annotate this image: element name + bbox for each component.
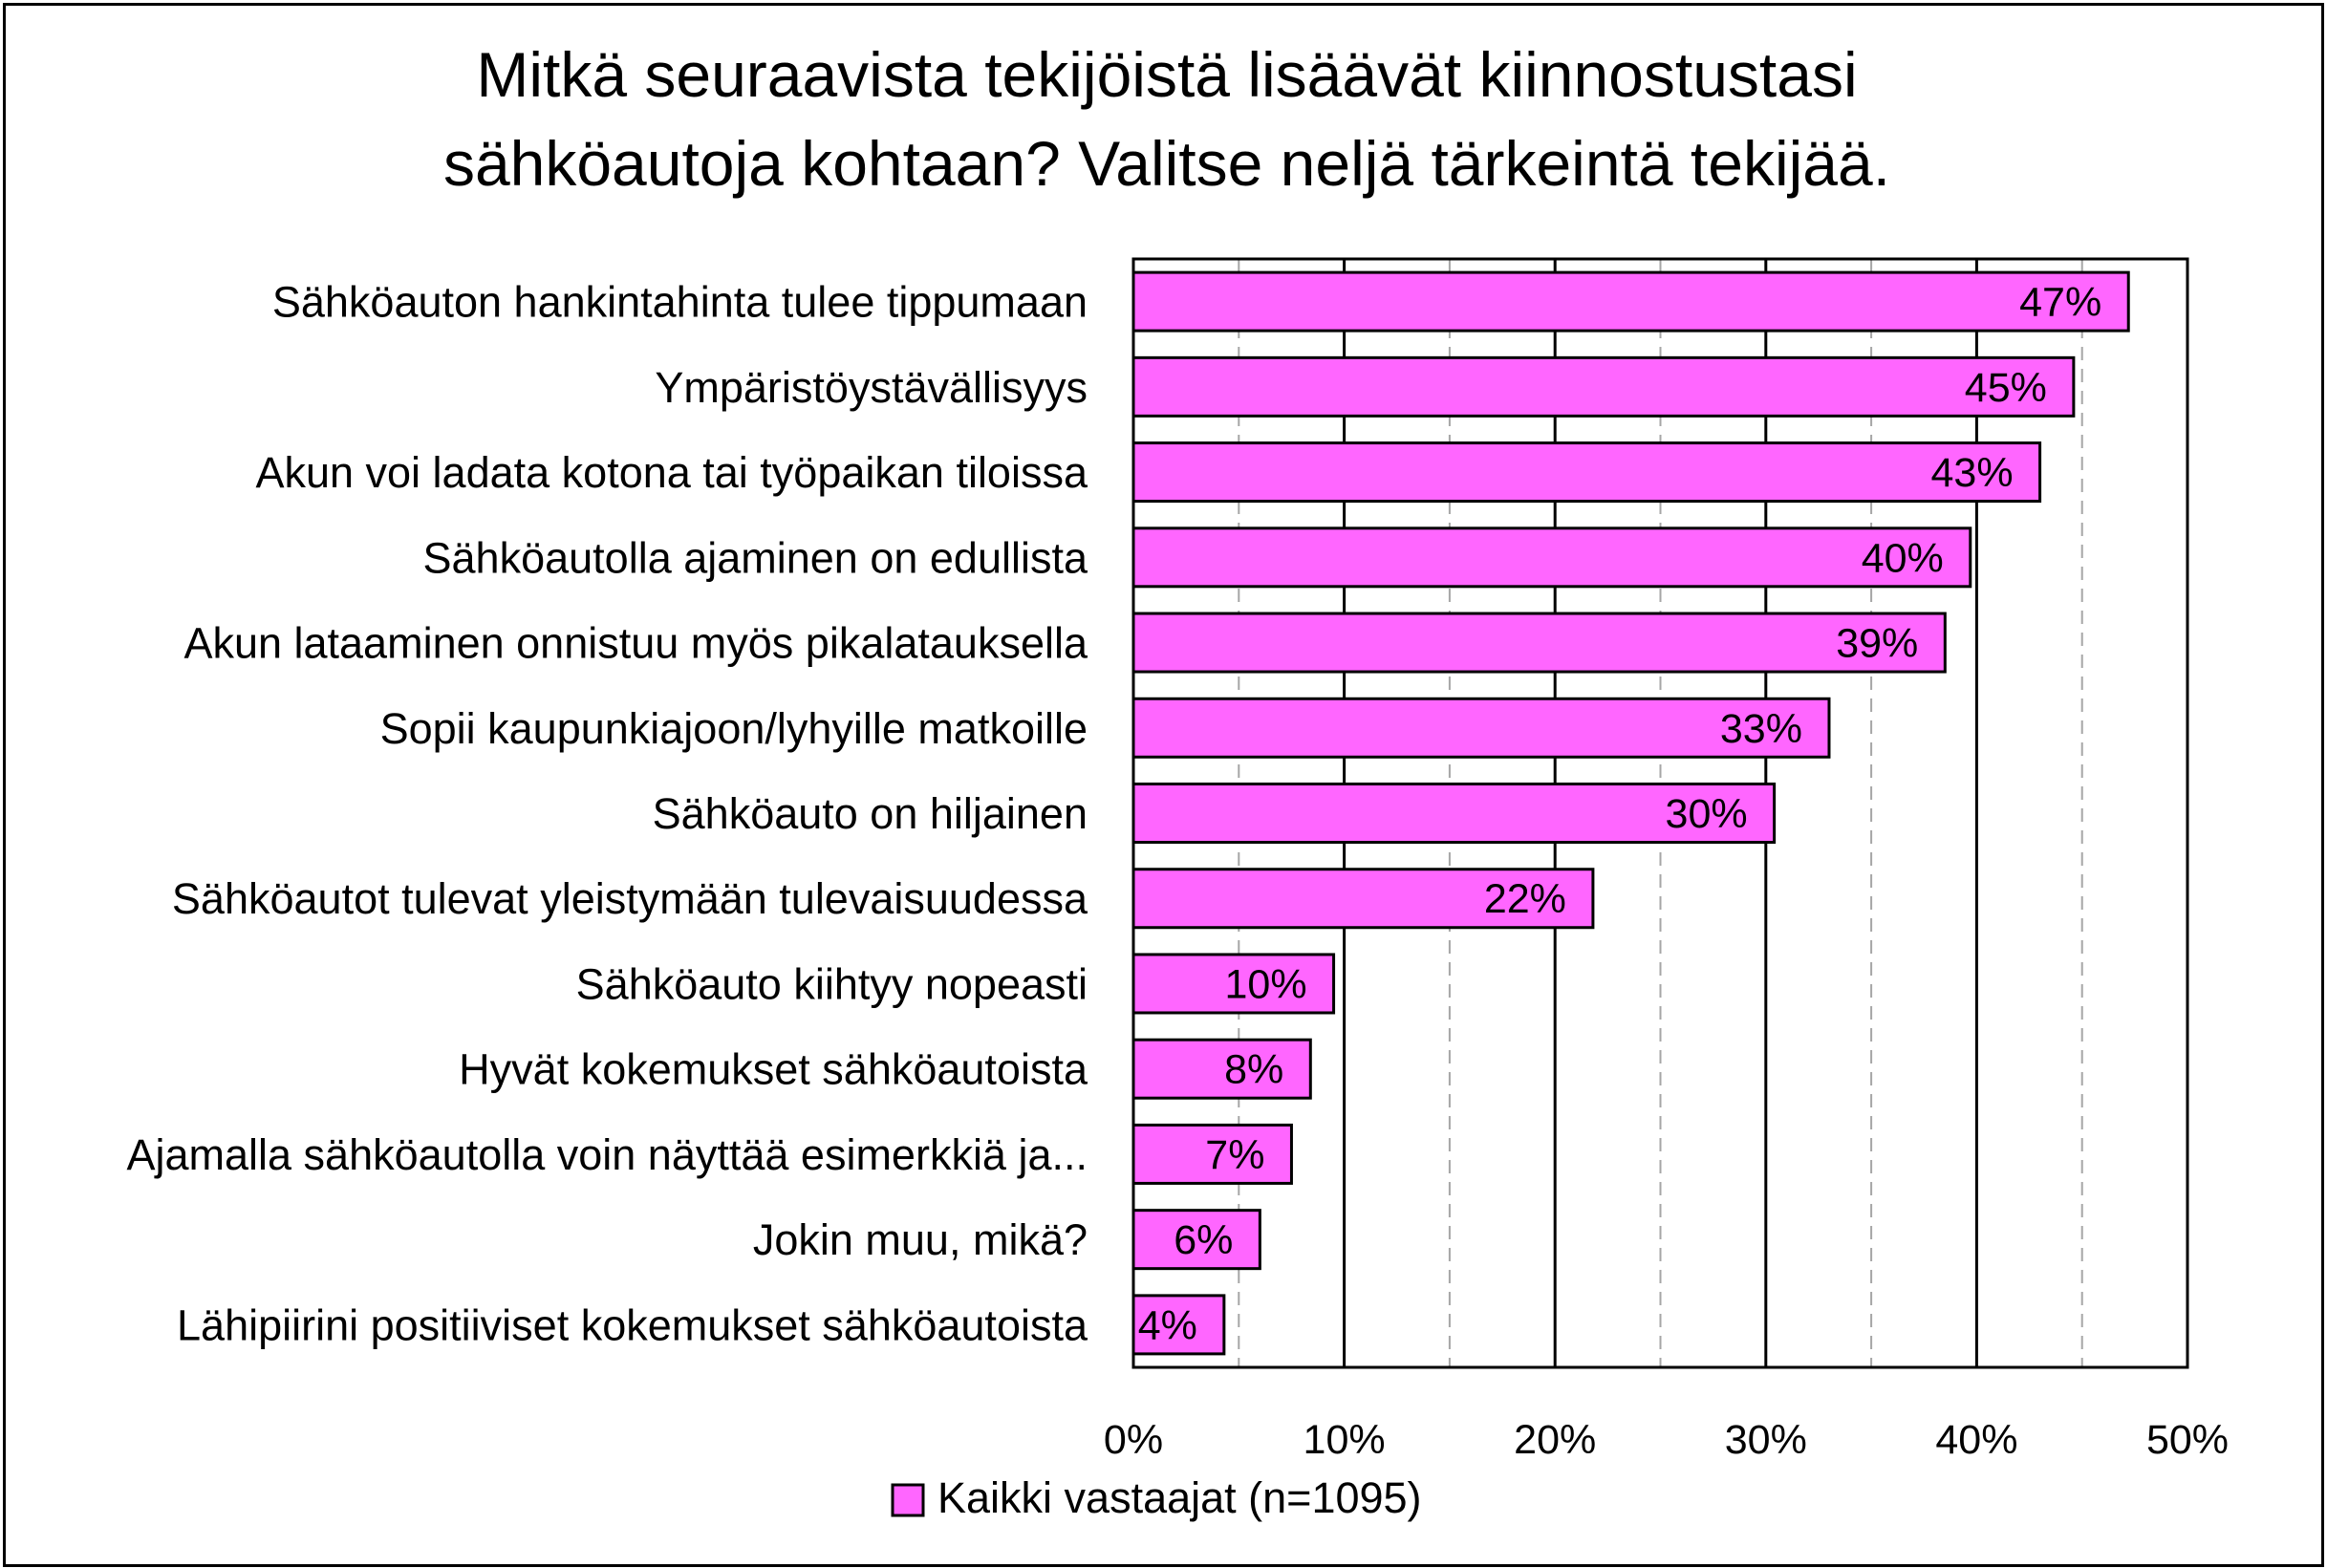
bar — [1131, 612, 1947, 674]
bar — [1131, 441, 2042, 504]
legend: Kaikki vastaajat (n=1095) — [891, 1473, 1422, 1522]
chart-title-line: Mitkä seuraavista tekijöistä lisäävät ki… — [476, 39, 1857, 110]
bar — [1131, 1123, 1293, 1185]
x-tick-label: 10% — [1304, 1417, 1386, 1463]
x-tick-label: 30% — [1725, 1417, 1807, 1463]
bar — [1131, 697, 1831, 759]
category-label: Ympäristöystävällisyys — [655, 363, 1088, 412]
bar — [1131, 270, 2130, 333]
category-labels: Sähköauton hankintahinta tulee tippumaan… — [126, 278, 1088, 1350]
data-label: 10% — [1224, 961, 1306, 1007]
legend-label: Kaikki vastaajat (n=1095) — [937, 1473, 1422, 1522]
legend-swatch — [891, 1483, 925, 1517]
data-label: 33% — [1720, 706, 1802, 752]
category-label: Ajamalla sähköautolla voin näyttää esime… — [126, 1130, 1088, 1179]
chart-title-line: sähköautoja kohtaan? Valitse neljä tärke… — [443, 128, 1890, 199]
plot-area-border — [1131, 257, 2189, 1369]
category-label: Akun lataaminen onnistuu myös pikalatauk… — [183, 619, 1088, 668]
data-label: 8% — [1224, 1047, 1283, 1093]
category-label: Sopii kaupunkiajoon/lyhyille matkoille — [380, 704, 1088, 753]
category-label: Sähköautolla ajaminen on edullista — [423, 533, 1088, 582]
data-label: 43% — [1931, 450, 2014, 496]
data-label: 7% — [1205, 1132, 1264, 1178]
bar — [1131, 868, 1595, 930]
data-label: 40% — [1862, 535, 1944, 581]
category-label: Sähköautot tulevat yleistymään tulevaisu… — [172, 874, 1088, 923]
data-label: 6% — [1174, 1217, 1233, 1263]
chart-title: Mitkä seuraavista tekijöistä lisäävät ki… — [443, 39, 1890, 199]
bar — [1131, 1038, 1312, 1100]
data-label: 22% — [1484, 876, 1566, 922]
x-tick-label: 50% — [2146, 1417, 2229, 1463]
data-label: 47% — [2019, 280, 2101, 326]
data-label: 30% — [1666, 791, 1748, 837]
bar — [1131, 1294, 1226, 1356]
data-labels: 47% 45% 43% 40% 39% 33% 30% 22% 10% 8% 7% 6% 4% — [1138, 280, 2102, 1349]
chart-frame: Mitkä seuraavista tekijöistä lisäävät ki… — [3, 3, 2324, 1567]
category-label: Sähköauto on hiljainen — [653, 789, 1088, 838]
x-tick-label: 0% — [1104, 1417, 1163, 1463]
x-axis-tick-labels: 0% 10% 20% 30% 40% 50% — [1104, 1417, 2229, 1463]
bars — [1131, 270, 2130, 1356]
category-label: Sähköauto kiihtyy nopeasti — [576, 959, 1088, 1008]
category-label: Lähipiirini positiiviset kokemukset sähk… — [177, 1300, 1088, 1349]
x-tick-label: 20% — [1514, 1417, 1596, 1463]
data-label: 4% — [1138, 1302, 1197, 1348]
bar — [1131, 1209, 1261, 1271]
bar-chart: Mitkä seuraavista tekijöistä lisäävät ki… — [126, 39, 2229, 1522]
bar — [1131, 526, 1972, 589]
bar — [1131, 355, 2076, 418]
bar — [1131, 953, 1336, 1015]
plot-border — [1131, 257, 2189, 1369]
category-label: Sähköauton hankintahinta tulee tippumaan — [272, 278, 1088, 327]
x-tick-label: 40% — [1935, 1417, 2017, 1463]
data-label: 45% — [1965, 365, 2047, 411]
data-label: 39% — [1836, 621, 1918, 667]
category-label: Jokin muu, mikä? — [753, 1215, 1088, 1264]
category-label: Akun voi ladata kotona tai työpaikan til… — [255, 448, 1088, 497]
category-label: Hyvät kokemukset sähköautoista — [459, 1045, 1088, 1094]
